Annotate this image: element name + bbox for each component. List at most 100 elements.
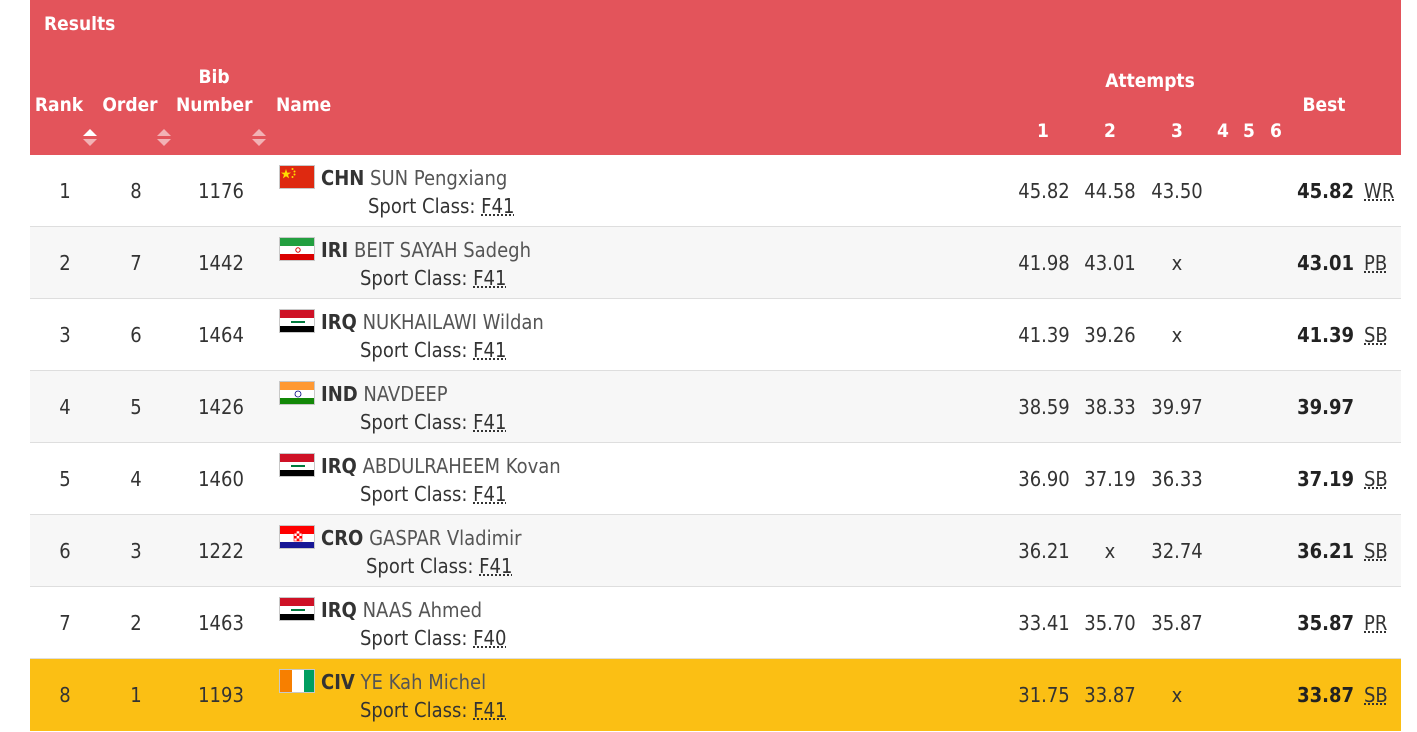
attempt-1-cell: 45.82 [1018,179,1070,203]
athlete-name[interactable]: IND NAVDEEP [321,384,448,404]
athlete-label: SUN Pengxiang [370,166,508,190]
attempt-2-cell: 44.58 [1084,179,1136,203]
athlete-name[interactable]: IRQ NAAS Ahmed [321,600,482,620]
ind-flag-icon [279,381,315,405]
rank-column-header[interactable]: Rank [34,94,84,116]
order-cell: 7 [130,251,142,275]
athlete-label: BEIT SAYAH Sadegh [353,238,531,262]
record-badge: SB [1364,539,1388,563]
attempt-4-header: 4 [1217,120,1229,142]
rank-cell: 8 [59,683,71,707]
sport-class-label: Sport Class: [366,554,474,578]
attempt-2-cell: 33.87 [1084,683,1136,707]
athlete-name[interactable]: CHN SUN Pengxiang [321,168,507,188]
best-cell: 37.19 [1297,467,1354,491]
athlete-label: YE Kah Michel [360,670,487,694]
attempt-3-cell: 43.50 [1151,179,1203,203]
bib-sort-icon[interactable] [252,129,266,147]
bib-column-header-line1[interactable]: Bib [198,66,230,88]
sport-class: Sport Class: F41 [360,268,506,288]
order-cell: 1 [130,683,142,707]
attempt-3-header: 3 [1171,120,1183,142]
attempt-1-cell: 33.41 [1018,611,1070,635]
noc-code: IRQ [321,310,357,334]
attempt-2-cell: 37.19 [1084,467,1136,491]
athlete-label: GASPAR Vladimir [369,526,522,550]
table-row: 2 7 1442 IRI BEIT SAYAH Sadegh Sport Class: … [30,227,1401,299]
athlete-label: NAAS Ahmed [362,598,483,622]
bib-cell: 1464 [198,323,244,347]
attempt-6-header: 6 [1270,120,1282,142]
sport-class-label: Sport Class: [360,626,468,650]
athlete-name[interactable]: IRQ NUKHAILAWI Wildan [321,312,544,332]
sport-class: Sport Class: F41 [360,340,506,360]
table-row: 4 5 1426 IND NAVDEEP Sport Class: F41 38.59 38… [30,371,1401,443]
sport-class-value: F41 [473,482,507,506]
table-row: 8 1 1193 CIV YE Kah Michel Sport Class: F41 3… [30,659,1401,731]
rank-cell: 4 [59,395,71,419]
attempt-3-cell: x [1171,323,1183,347]
sport-class-label: Sport Class: [360,698,468,722]
attempt-1-cell: 31.75 [1018,683,1070,707]
rank-sort-icon[interactable] [83,129,97,147]
order-cell: 3 [130,539,142,563]
order-cell: 4 [130,467,142,491]
table-row: 6 3 1222 CRO GASPAR Vladimir Sport Class: F4… [30,515,1401,587]
sport-class: Sport Class: F41 [366,556,512,576]
attempt-1-cell: 36.90 [1018,467,1070,491]
rank-cell: 2 [59,251,71,275]
table-header: Results Rank Order Bib Number Name Attem… [30,0,1401,155]
order-sort-icon[interactable] [157,129,171,147]
best-cell: 35.87 [1297,611,1354,635]
athlete-label: NAVDEEP [363,382,448,406]
sport-class: Sport Class: F41 [360,484,506,504]
civ-flag-icon [279,669,315,693]
record-badge: PR [1364,611,1388,635]
athlete-name[interactable]: IRQ ABDULRAHEEM Kovan [321,456,561,476]
athlete-name[interactable]: IRI BEIT SAYAH Sadegh [321,240,531,260]
bib-cell: 1460 [198,467,244,491]
attempt-2-cell: 38.33 [1084,395,1136,419]
order-column-header[interactable]: Order [102,94,158,116]
results-title: Results [44,13,116,35]
results-table: Results Rank Order Bib Number Name Attem… [30,0,1401,732]
order-cell: 5 [130,395,142,419]
noc-code: IRQ [321,598,357,622]
noc-code: CHN [321,166,365,190]
athlete-name[interactable]: CRO GASPAR Vladimir [321,528,522,548]
sport-class-label: Sport Class: [360,482,468,506]
attempt-3-cell: x [1171,683,1183,707]
bib-cell: 1222 [198,539,244,563]
sport-class-label: Sport Class: [360,266,468,290]
best-cell: 41.39 [1297,323,1354,347]
bib-cell: 1442 [198,251,244,275]
rank-cell: 7 [59,611,71,635]
attempts-column-header: Attempts [1105,70,1195,92]
bib-cell: 1463 [198,611,244,635]
attempt-1-cell: 36.21 [1018,539,1070,563]
athlete-name[interactable]: CIV YE Kah Michel [321,672,486,692]
bib-column-header-line2[interactable]: Number [176,94,253,116]
athlete-label: NUKHAILAWI Wildan [362,310,544,334]
sport-class: Sport Class: F41 [360,700,506,720]
sport-class-value: F41 [479,554,513,578]
iri-flag-icon [279,237,315,261]
bib-cell: 1193 [198,683,244,707]
table-row: 3 6 1464 IRQ NUKHAILAWI Wildan Sport Class: … [30,299,1401,371]
sport-class-label: Sport Class: [360,338,468,362]
sport-class-label: Sport Class: [368,194,476,218]
sport-class: Sport Class: F40 [360,628,506,648]
attempt-2-cell: 39.26 [1084,323,1136,347]
noc-code: IRQ [321,454,357,478]
name-column-header: Name [276,94,332,116]
attempt-3-cell: 36.33 [1151,467,1203,491]
order-cell: 6 [130,323,142,347]
irq-flag-icon [279,597,315,621]
attempt-3-cell: 39.97 [1151,395,1203,419]
sport-class: Sport Class: F41 [368,196,514,216]
record-badge: WR [1364,179,1395,203]
record-badge: PB [1364,251,1388,275]
attempt-3-cell: 35.87 [1151,611,1203,635]
irq-flag-icon [279,309,315,333]
attempt-2-cell: 43.01 [1084,251,1136,275]
